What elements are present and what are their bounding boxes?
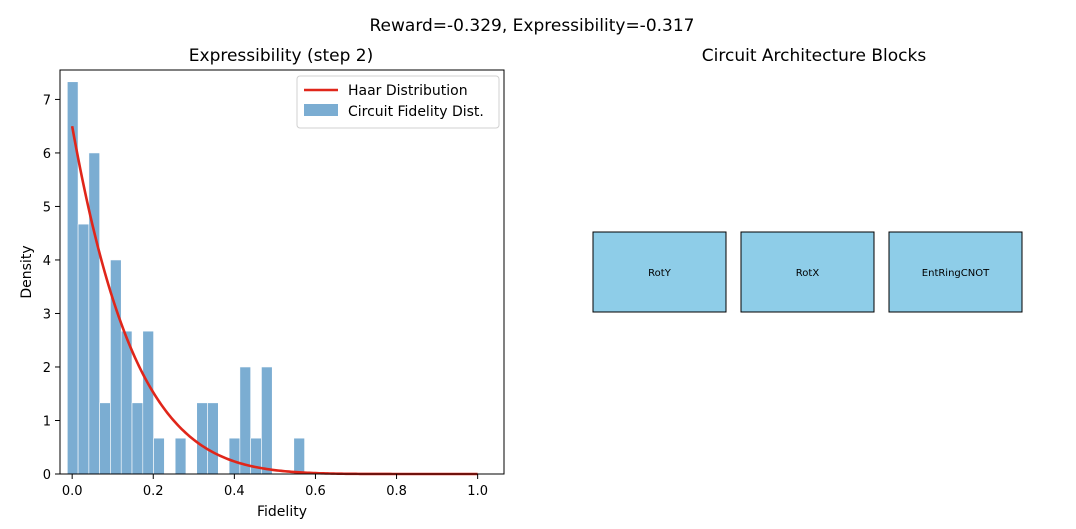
y-tick-label: 3 — [43, 307, 51, 322]
x-tick-label: 0.2 — [143, 484, 164, 499]
histogram-bar — [142, 330, 154, 475]
y-axis-label: Density — [19, 245, 35, 298]
legend-label-circuit: Circuit Fidelity Dist. — [348, 104, 484, 120]
y-tick-label: 5 — [43, 200, 51, 215]
x-axis-label: Fidelity — [257, 504, 307, 520]
histogram-bar — [131, 402, 144, 475]
circuit-block-label: RotY — [648, 268, 672, 279]
circuit-block: RotY — [592, 231, 727, 313]
circuit-block-box — [888, 231, 1023, 313]
histogram-bar — [120, 330, 133, 475]
histogram-bar — [110, 259, 122, 475]
histogram-bar — [239, 366, 251, 475]
histogram-bar — [77, 223, 90, 475]
blocks-area: RotY RotX EntRingCNOT — [592, 231, 1023, 313]
circuit-block-label: RotX — [796, 268, 820, 279]
plot-frame — [59, 69, 505, 475]
figure-suptitle: Reward=-0.329, Expressibility=-0.317 — [369, 16, 694, 36]
x-tick-label: 0.4 — [224, 484, 245, 499]
legend-bar-swatch — [304, 104, 338, 116]
histogram-bar — [228, 437, 241, 475]
histogram-bar — [153, 437, 165, 475]
histogram-title: Expressibility (step 2) — [189, 46, 373, 66]
circuit-block-label: EntRingCNOT — [922, 268, 990, 279]
y-tick-label: 6 — [43, 147, 51, 162]
y-tick-label: 1 — [43, 414, 51, 429]
histogram-bar — [293, 437, 305, 475]
histogram-bar — [207, 402, 219, 475]
histogram-bar — [88, 152, 100, 475]
histogram-axes: 0.0 0.2 0.4 0.6 0.8 1.0 0 1 2 3 4 5 6 7 Fidelity Densit… — [19, 69, 505, 520]
histogram-bar — [99, 402, 111, 475]
x-tick-label: 0.6 — [305, 484, 326, 499]
x-tick-label: 0.8 — [386, 484, 407, 499]
legend-box — [296, 75, 500, 129]
histogram-bar — [196, 402, 208, 475]
circuit-block-box — [740, 231, 875, 313]
circuit-block: EntRingCNOT — [888, 231, 1023, 313]
legend: Haar Distribution Circuit Fidelity Dist. — [296, 75, 500, 129]
blocks-title: Circuit Architecture Blocks — [702, 46, 927, 66]
y-tick-label: 0 — [43, 468, 51, 483]
y-tick-label: 4 — [43, 254, 51, 269]
histogram-bar — [174, 437, 187, 475]
x-tick-label: 1.0 — [467, 484, 488, 499]
y-tick-label: 2 — [43, 361, 51, 376]
legend-label-haar: Haar Distribution — [348, 83, 468, 99]
x-tick-label: 0.0 — [62, 484, 83, 499]
circuit-block-box — [592, 231, 727, 313]
y-tick-label: 7 — [43, 93, 51, 108]
histogram-bar — [66, 81, 79, 475]
histogram-bar — [261, 366, 273, 475]
circuit-block: RotX — [740, 231, 875, 313]
